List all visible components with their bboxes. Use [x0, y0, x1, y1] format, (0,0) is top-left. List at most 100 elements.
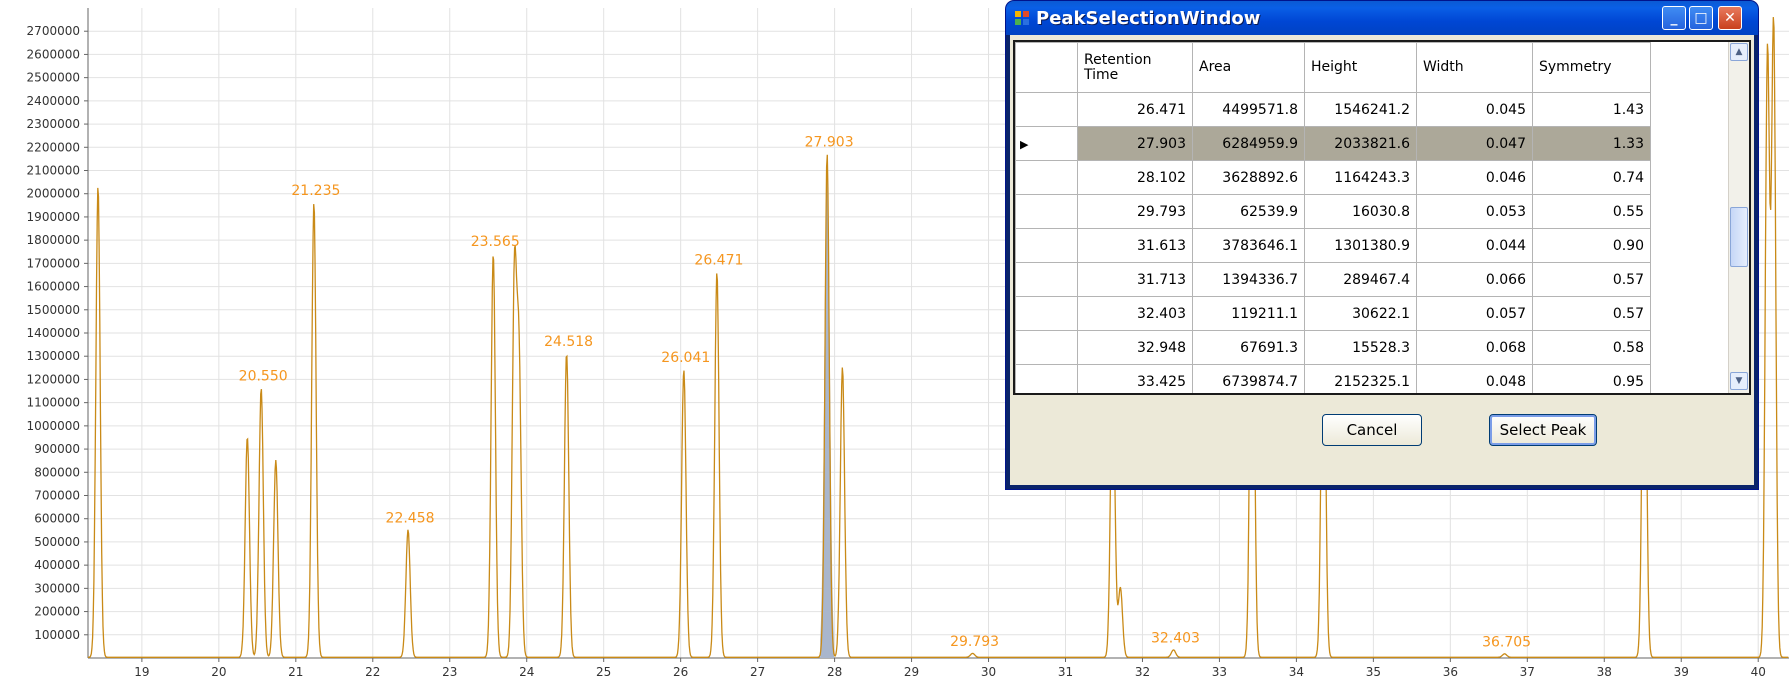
cell-symmetry[interactable]: 0.95: [1532, 364, 1651, 393]
cell-retention-time[interactable]: 28.102: [1077, 160, 1193, 195]
table-row[interactable]: 32.403 119211.1 30622.1 0.057 0.57: [1015, 296, 1651, 331]
row-header[interactable]: [1015, 296, 1078, 331]
peak-table: Retention Time Area Height Width Symmetr…: [1015, 42, 1651, 393]
cell-retention-time[interactable]: 29.793: [1077, 194, 1193, 229]
cell-symmetry[interactable]: 0.58: [1532, 330, 1651, 365]
cell-area[interactable]: 4499571.8: [1192, 92, 1305, 127]
peak-label: 22.458: [386, 510, 435, 526]
cell-height[interactable]: 15528.3: [1304, 330, 1417, 365]
cell-retention-time[interactable]: 32.948: [1077, 330, 1193, 365]
cell-width[interactable]: 0.047: [1416, 126, 1533, 161]
y-tick-label: 400000: [34, 558, 80, 572]
peak-label: 26.471: [694, 253, 743, 269]
window-client-area: Retention Time Area Height Width Symmetr…: [1010, 35, 1754, 485]
cell-area[interactable]: 6284959.9: [1192, 126, 1305, 161]
table-row[interactable]: 28.102 3628892.6 1164243.3 0.046 0.74: [1015, 160, 1651, 195]
window-titlebar[interactable]: PeakSelectionWindow _ □ ✕: [1006, 1, 1758, 35]
peak-label: 26.041: [661, 350, 710, 366]
table-row[interactable]: 26.471 4499571.8 1546241.2 0.045 1.43: [1015, 92, 1651, 127]
cell-height[interactable]: 16030.8: [1304, 194, 1417, 229]
peak-label: 20.550: [239, 369, 288, 385]
cell-height[interactable]: 2033821.6: [1304, 126, 1417, 161]
cell-area[interactable]: 67691.3: [1192, 330, 1305, 365]
scroll-down-button[interactable]: ▼: [1730, 372, 1748, 390]
cell-area[interactable]: 1394336.7: [1192, 262, 1305, 297]
minimize-icon: _: [1670, 10, 1678, 26]
peak-data-grid[interactable]: Retention Time Area Height Width Symmetr…: [1013, 40, 1751, 395]
cell-area[interactable]: 6739874.7: [1192, 364, 1305, 393]
y-tick-label: 2300000: [27, 117, 80, 131]
cell-retention-time[interactable]: 33.425: [1077, 364, 1193, 393]
cell-retention-time[interactable]: 26.471: [1077, 92, 1193, 127]
table-row[interactable]: 32.948 67691.3 15528.3 0.068 0.58: [1015, 330, 1651, 365]
y-tick-label: 800000: [34, 465, 80, 479]
cell-symmetry[interactable]: 1.33: [1532, 126, 1651, 161]
cell-width[interactable]: 0.053: [1416, 194, 1533, 229]
cell-height[interactable]: 1164243.3: [1304, 160, 1417, 195]
y-tick-label: 2600000: [27, 47, 80, 61]
cell-width[interactable]: 0.057: [1416, 296, 1533, 331]
column-header-area[interactable]: Area: [1192, 42, 1305, 93]
column-header-retention-time[interactable]: Retention Time: [1077, 42, 1193, 93]
current-row-marker-icon: ▶: [1020, 137, 1029, 151]
cell-width[interactable]: 0.068: [1416, 330, 1533, 365]
x-tick-label: 29: [904, 665, 919, 679]
cell-symmetry[interactable]: 0.57: [1532, 296, 1651, 331]
scroll-thumb[interactable]: [1730, 207, 1748, 267]
table-row[interactable]: 33.425 6739874.7 2152325.1 0.048 0.95: [1015, 364, 1651, 393]
row-header[interactable]: [1015, 330, 1078, 365]
peak-selection-window: PeakSelectionWindow _ □ ✕ Retention Time…: [1006, 1, 1758, 489]
table-header-row: Retention Time Area Height Width Symmetr…: [1015, 42, 1651, 93]
cell-symmetry[interactable]: 0.55: [1532, 194, 1651, 229]
close-button[interactable]: ✕: [1718, 6, 1742, 30]
cell-height[interactable]: 1301380.9: [1304, 228, 1417, 263]
cell-area[interactable]: 3628892.6: [1192, 160, 1305, 195]
select-peak-button[interactable]: Select Peak: [1489, 414, 1597, 446]
cell-symmetry[interactable]: 0.90: [1532, 228, 1651, 263]
cancel-button[interactable]: Cancel: [1322, 414, 1422, 446]
cell-symmetry[interactable]: 0.74: [1532, 160, 1651, 195]
column-header-symmetry[interactable]: Symmetry: [1532, 42, 1651, 93]
cell-symmetry[interactable]: 1.43: [1532, 92, 1651, 127]
y-tick-label: 1600000: [27, 280, 80, 294]
cell-area[interactable]: 62539.9: [1192, 194, 1305, 229]
cell-retention-time[interactable]: 31.613: [1077, 228, 1193, 263]
row-header[interactable]: ▶: [1015, 126, 1078, 161]
cell-width[interactable]: 0.045: [1416, 92, 1533, 127]
cell-height[interactable]: 2152325.1: [1304, 364, 1417, 393]
row-header[interactable]: [1015, 364, 1078, 393]
column-header-height[interactable]: Height: [1304, 42, 1417, 93]
x-tick-label: 31: [1058, 665, 1073, 679]
scroll-up-button[interactable]: ▲: [1730, 43, 1748, 61]
cell-retention-time[interactable]: 31.713: [1077, 262, 1193, 297]
table-row[interactable]: 31.613 3783646.1 1301380.9 0.044 0.90: [1015, 228, 1651, 263]
y-tick-label: 1000000: [27, 419, 80, 433]
cell-height[interactable]: 1546241.2: [1304, 92, 1417, 127]
table-row[interactable]: 31.713 1394336.7 289467.4 0.066 0.57: [1015, 262, 1651, 297]
cell-width[interactable]: 0.044: [1416, 228, 1533, 263]
row-header[interactable]: [1015, 194, 1078, 229]
cell-width[interactable]: 0.048: [1416, 364, 1533, 393]
cell-height[interactable]: 289467.4: [1304, 262, 1417, 297]
cell-retention-time[interactable]: 27.903: [1077, 126, 1193, 161]
minimize-button[interactable]: _: [1662, 6, 1686, 30]
row-header[interactable]: [1015, 262, 1078, 297]
window-title: PeakSelectionWindow: [1036, 8, 1261, 29]
maximize-button[interactable]: □: [1689, 6, 1713, 30]
table-row[interactable]: 29.793 62539.9 16030.8 0.053 0.55: [1015, 194, 1651, 229]
cell-area[interactable]: 3783646.1: [1192, 228, 1305, 263]
column-header-width[interactable]: Width: [1416, 42, 1533, 93]
cell-width[interactable]: 0.046: [1416, 160, 1533, 195]
row-header[interactable]: [1015, 160, 1078, 195]
cell-height[interactable]: 30622.1: [1304, 296, 1417, 331]
row-header[interactable]: [1015, 92, 1078, 127]
cell-retention-time[interactable]: 32.403: [1077, 296, 1193, 331]
cell-area[interactable]: 119211.1: [1192, 296, 1305, 331]
x-tick-label: 36: [1443, 665, 1458, 679]
table-row[interactable]: ▶ 27.903 6284959.9 2033821.6 0.047 1.33: [1015, 126, 1651, 161]
x-tick-label: 28: [827, 665, 842, 679]
cell-width[interactable]: 0.066: [1416, 262, 1533, 297]
cell-symmetry[interactable]: 0.57: [1532, 262, 1651, 297]
vertical-scrollbar[interactable]: ▲ ▼: [1728, 42, 1749, 393]
row-header[interactable]: [1015, 228, 1078, 263]
